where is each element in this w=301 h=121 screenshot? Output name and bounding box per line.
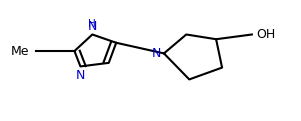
Text: H: H — [88, 19, 96, 29]
Text: Me: Me — [11, 45, 30, 58]
Text: OH: OH — [256, 28, 276, 41]
Text: N: N — [152, 47, 161, 60]
Text: N: N — [76, 69, 85, 82]
Text: N: N — [88, 20, 97, 33]
